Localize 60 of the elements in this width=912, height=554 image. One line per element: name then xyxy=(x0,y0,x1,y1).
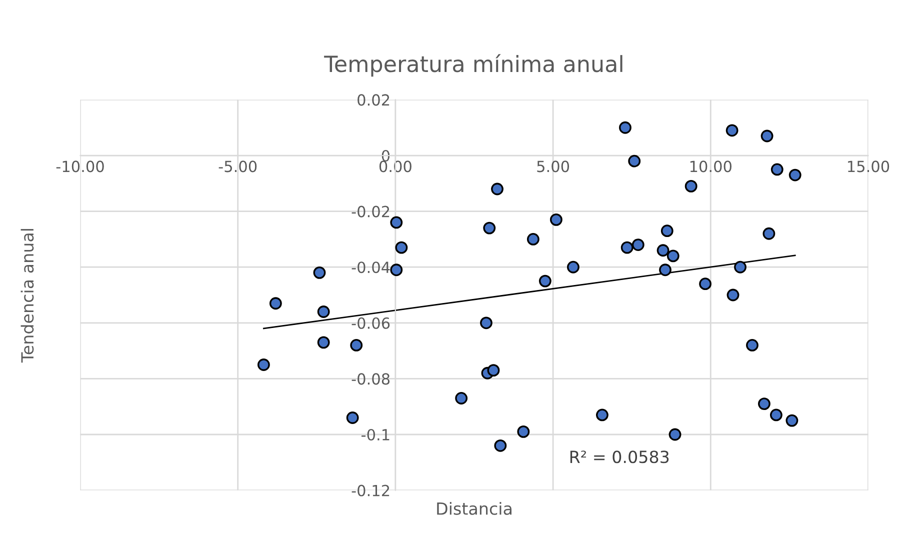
point xyxy=(620,241,634,254)
point xyxy=(491,182,504,196)
y-tick-label: -0.08 xyxy=(352,373,390,385)
y-axis-title: Tendencia anual xyxy=(20,229,34,363)
point xyxy=(666,250,680,262)
point xyxy=(760,130,774,142)
x-tick-label: -10.00 xyxy=(56,160,104,172)
y-tick-label: -0.04 xyxy=(352,262,390,274)
point xyxy=(350,339,363,352)
point xyxy=(788,168,802,182)
point xyxy=(726,124,738,137)
point xyxy=(390,264,403,276)
point xyxy=(480,316,492,330)
point xyxy=(455,392,468,404)
y-tick-label: -0.12 xyxy=(352,484,390,496)
point xyxy=(483,222,496,234)
point xyxy=(770,163,784,176)
point xyxy=(770,408,782,422)
point xyxy=(487,364,500,377)
point xyxy=(566,260,580,274)
annotation: R² = 0.0583 xyxy=(570,450,669,464)
point xyxy=(317,336,330,349)
point xyxy=(660,224,674,238)
point xyxy=(786,414,798,427)
x-tick-label: 15.00 xyxy=(848,160,890,172)
point xyxy=(734,260,746,274)
point xyxy=(726,288,740,302)
x-tick-label: 5.00 xyxy=(537,160,570,172)
point xyxy=(313,266,326,279)
point xyxy=(746,339,758,352)
point xyxy=(668,428,682,441)
y-tick-label: -0.1 xyxy=(362,428,390,441)
point xyxy=(550,213,562,226)
point xyxy=(494,439,507,452)
point xyxy=(346,412,359,424)
point xyxy=(517,425,530,438)
point xyxy=(699,278,712,290)
point xyxy=(619,121,632,134)
point xyxy=(762,227,776,240)
point xyxy=(758,398,770,410)
chart-title: Temperatura mínima anual xyxy=(324,54,622,77)
point xyxy=(684,180,698,192)
point xyxy=(317,306,330,318)
y-tick-label: -0.02 xyxy=(352,206,390,218)
point xyxy=(526,232,540,246)
point xyxy=(395,241,408,254)
point xyxy=(628,154,641,168)
x-tick-label: -5.00 xyxy=(218,160,257,172)
point xyxy=(596,408,608,422)
y-tick-label: 0.02 xyxy=(358,94,390,106)
x-tick-label: 10.00 xyxy=(690,160,732,172)
point xyxy=(659,264,672,276)
x-axis-title: Distancia xyxy=(437,502,512,515)
point xyxy=(656,244,670,257)
point xyxy=(538,274,552,288)
point xyxy=(257,358,270,371)
point xyxy=(632,238,644,252)
point xyxy=(269,297,282,310)
y-tick-label: -0.06 xyxy=(352,317,390,329)
point xyxy=(390,216,403,229)
